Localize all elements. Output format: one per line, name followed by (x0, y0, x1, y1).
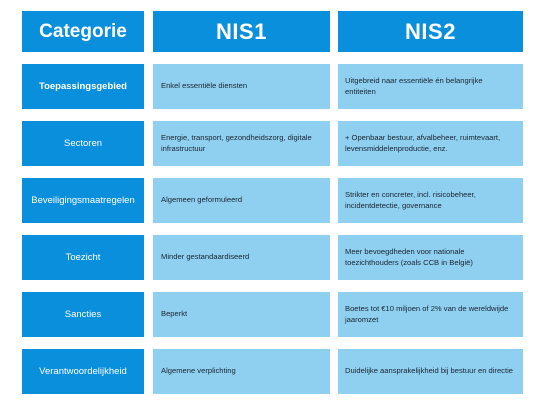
row-label-text: Verantwoordelijkheid (39, 366, 127, 377)
cell-nis1-verantwoordelijkheid: Algemene verplichting (153, 349, 330, 394)
header-categorie-label: Categorie (39, 20, 127, 42)
header-categorie: Categorie (22, 11, 144, 52)
cell-nis1-toezicht: Minder gestandaardiseerd (153, 235, 330, 280)
cell-text: Boetes tot €10 miljoen of 2% van de were… (345, 304, 509, 324)
header-nis1-label: NIS1 (216, 18, 267, 44)
cell-text: Enkel essentiële diensten (161, 81, 248, 91)
cell-nis1-beveiligingsmaatregelen: Algemeen geformuleerd (153, 178, 330, 223)
cell-text: Strikter en concreter, incl. risicobehee… (345, 190, 476, 210)
row-label-text: Sectoren (63, 138, 103, 149)
cell-text: Meer bevoegdheden voor nationale toezich… (345, 247, 473, 267)
row-label-sectoren: Sectoren (22, 121, 144, 166)
row-label-beveiligingsmaatregelen: Beveiligingsmaatregelen (22, 178, 144, 223)
row-label-verantwoordelijkheid: Verantwoordelijkheid (22, 349, 144, 394)
header-nis2-label: NIS2 (405, 18, 456, 44)
cell-nis2-toezicht: Meer bevoegdheden voor nationale toezich… (338, 235, 523, 280)
cell-nis2-sancties: Boetes tot €10 miljoen of 2% van de were… (338, 292, 523, 337)
cell-nis1-toepassingsgebied: Enkel essentiële diensten (153, 64, 330, 109)
row-label-sancties: Sancties (22, 292, 144, 337)
cell-text: + Openbaar bestuur, afvalbeheer, ruimtev… (345, 133, 501, 153)
row-label-text: Toezicht (65, 252, 101, 263)
cell-text: Energie, transport, gezondheidszorg, dig… (161, 133, 312, 153)
header-nis2: NIS2 (338, 11, 523, 52)
row-label-text: Sancties (64, 309, 102, 320)
row-label-text: Beveiligingsmaatregelen (31, 195, 135, 206)
cell-text: Beperkt (161, 309, 188, 319)
row-label-toezicht: Toezicht (22, 235, 144, 280)
cell-nis2-verantwoordelijkheid: Duidelijke aansprakelijkheid bij bestuur… (338, 349, 523, 394)
cell-nis1-sectoren: Energie, transport, gezondheidszorg, dig… (153, 121, 330, 166)
cell-text: Algemeen geformuleerd (161, 195, 243, 205)
cell-text: Algemene verplichting (161, 366, 236, 376)
cell-text: Minder gestandaardiseerd (161, 252, 250, 262)
cell-text: Uitgebreid naar essentiële én belangrijk… (345, 76, 483, 96)
header-nis1: NIS1 (153, 11, 330, 52)
cell-nis1-sancties: Beperkt (153, 292, 330, 337)
row-label-text: Toepassingsgebied (39, 81, 127, 92)
cell-nis2-toepassingsgebied: Uitgebreid naar essentiële én belangrijk… (338, 64, 523, 109)
row-label-toepassingsgebied: Toepassingsgebied (22, 64, 144, 109)
cell-nis2-beveiligingsmaatregelen: Strikter en concreter, incl. risicobehee… (338, 178, 523, 223)
cell-nis2-sectoren: + Openbaar bestuur, afvalbeheer, ruimtev… (338, 121, 523, 166)
cell-text: Duidelijke aansprakelijkheid bij bestuur… (345, 366, 514, 376)
